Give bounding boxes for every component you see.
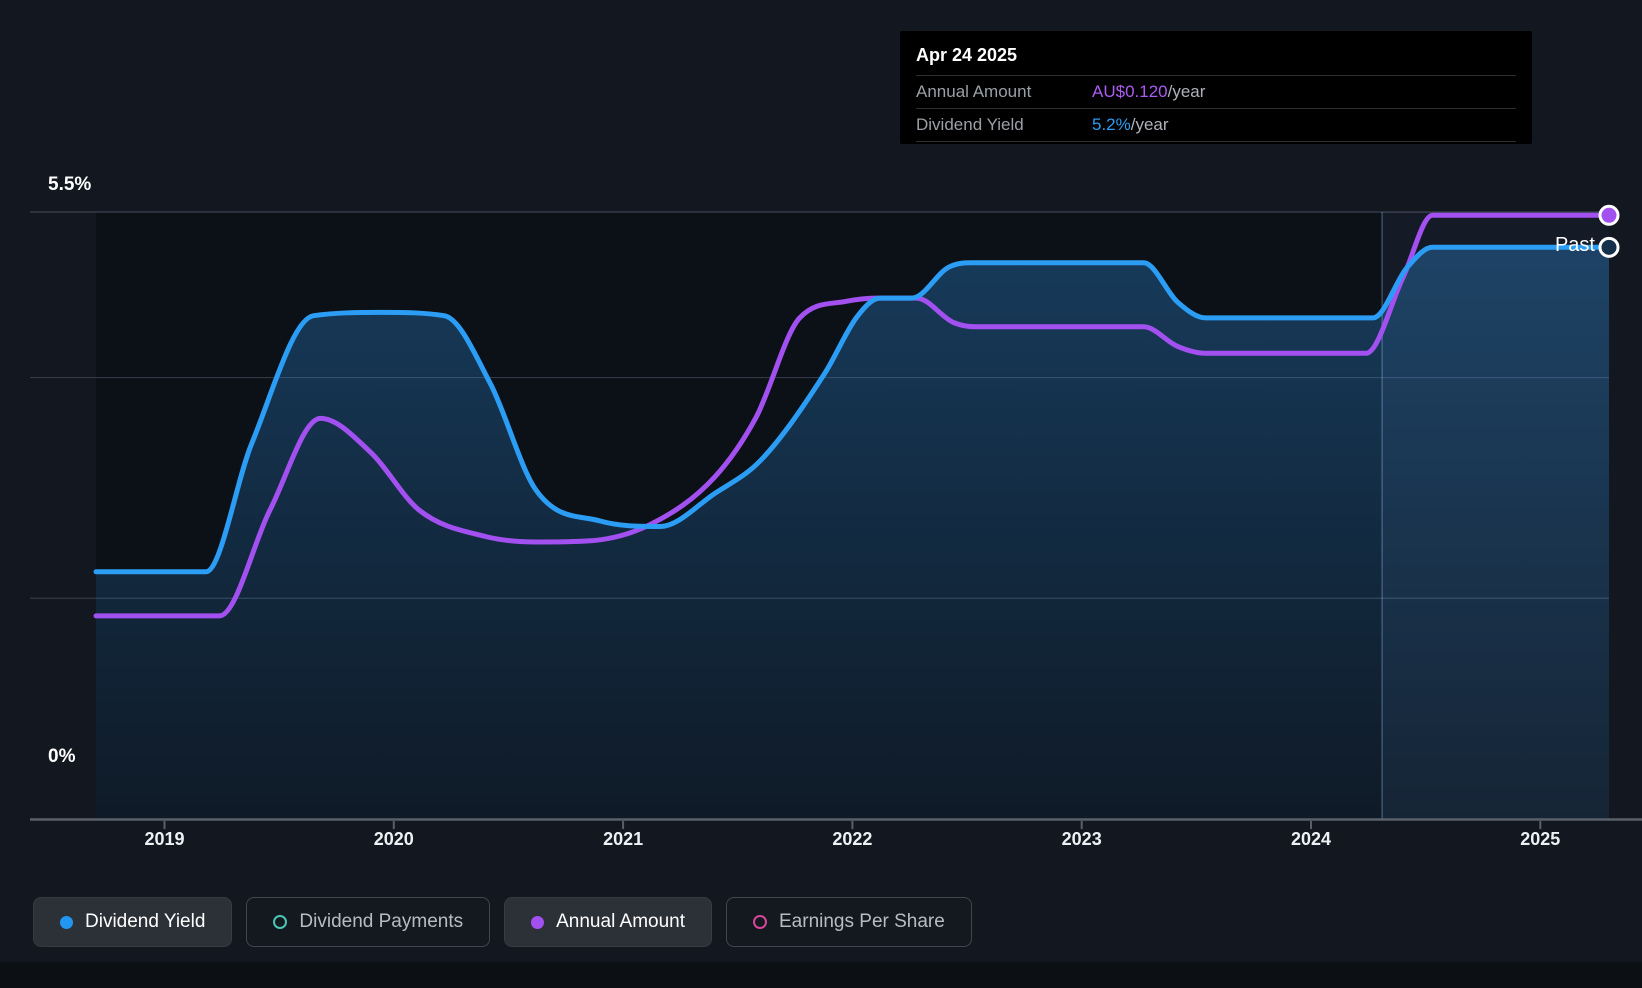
tooltip-row: Annual Amount AU$0.120 /year	[916, 75, 1516, 108]
legend-label: Dividend Yield	[85, 911, 206, 932]
legend-label: Dividend Payments	[299, 911, 464, 932]
y-axis-top-label: 5.5%	[48, 174, 92, 195]
legend-button-dividend-payments[interactable]: Dividend Payments	[246, 897, 491, 947]
dividend-payments-marker-icon	[273, 915, 288, 929]
legend-button-annual-amount[interactable]: Annual Amount	[504, 897, 712, 947]
earnings-per-share-marker-icon	[753, 915, 767, 929]
legend-label: Earnings Per Share	[779, 911, 945, 932]
legend-label: Annual Amount	[556, 911, 685, 932]
chart-tooltip: Apr 24 2025 Annual Amount AU$0.120 /year…	[900, 31, 1532, 144]
chart-plot-area[interactable]	[96, 212, 1609, 819]
past-label: Past	[1554, 234, 1595, 257]
legend-button-dividend-yield[interactable]: Dividend Yield	[33, 897, 233, 947]
tooltip-date: Apr 24 2025	[916, 45, 1018, 65]
x-axis-label-2025: 2025	[1520, 829, 1561, 849]
tooltip-row-value: AU$0.120	[1092, 82, 1168, 101]
tooltip-row-label: Dividend Yield	[916, 115, 1024, 134]
tooltip-row-suffix: /year	[1130, 115, 1169, 134]
dividend-yield-marker-icon	[60, 915, 73, 929]
legend-button-earnings-per-share[interactable]: Earnings Per Share	[726, 897, 972, 947]
x-axis-label-2022: 2022	[832, 829, 873, 849]
tooltip-row-value: 5.2%	[1092, 115, 1131, 134]
x-axis-label-2021: 2021	[603, 829, 644, 849]
x-axis-label-2019: 2019	[144, 829, 185, 849]
tooltip-row-suffix: /year	[1167, 82, 1206, 101]
annual-amount-marker-icon	[531, 915, 545, 929]
y-axis-bottom-label: 0%	[48, 746, 76, 767]
chart-legend: Dividend Yield Dividend Payments Annual Am…	[33, 897, 972, 947]
x-axis-label-2020: 2020	[373, 829, 414, 849]
x-axis-label-2024: 2024	[1290, 829, 1332, 849]
tooltip-row-label: Annual Amount	[916, 82, 1032, 101]
x-axis-label-2023: 2023	[1061, 829, 1102, 849]
bottom-strip	[0, 962, 1642, 988]
tooltip-row: Dividend Yield 5.2% /year	[916, 108, 1516, 142]
